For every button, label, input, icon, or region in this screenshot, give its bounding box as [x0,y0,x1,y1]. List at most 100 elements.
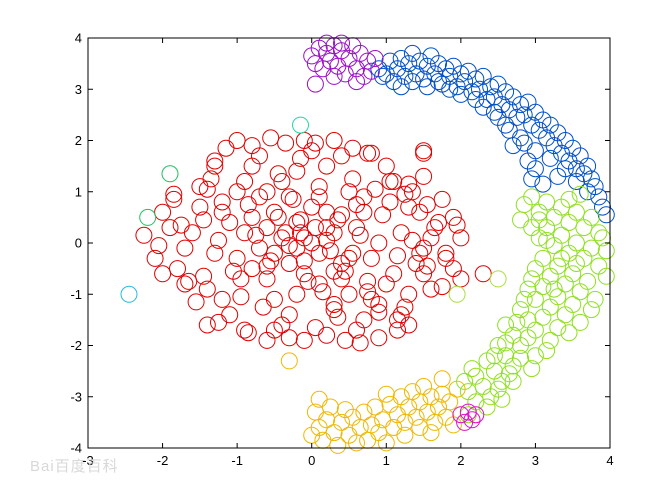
data-point [176,275,194,293]
data-point [165,185,183,203]
data-point [422,280,440,298]
data-point [120,285,138,303]
data-point [582,239,600,257]
data-point [325,262,343,280]
data-point [280,306,298,324]
data-point [571,185,589,203]
data-point [579,157,597,175]
data-point [318,231,336,249]
data-point [541,331,559,349]
data-point [560,324,578,342]
data-point [567,234,585,252]
data-point [277,134,295,152]
data-point [288,285,306,303]
y-tick-label: 4 [75,31,82,46]
data-point [448,285,466,303]
data-point [377,434,395,452]
data-point [366,398,384,416]
data-point [534,308,552,326]
data-point [176,239,194,257]
data-point [489,108,507,126]
data-point [463,83,481,101]
data-point [553,249,570,267]
data-point [579,183,597,201]
data-point [385,173,403,190]
data-point [299,272,317,290]
data-point [389,311,406,329]
data-point [370,296,388,313]
y-tick-label: 1 [75,184,82,199]
data-point [523,270,541,288]
data-point [139,208,157,226]
data-point [243,157,261,175]
data-point [549,257,567,275]
x-tick-label: -1 [231,453,243,468]
data-point [172,216,190,234]
data-points [120,34,615,454]
data-point [482,78,500,96]
data-point [187,293,205,311]
data-point [374,67,392,85]
data-point [198,280,216,298]
data-point [582,170,600,188]
data-point [534,175,552,193]
data-point [526,160,544,178]
data-point [258,257,276,275]
data-point [437,249,455,267]
data-point [485,103,503,121]
data-point [590,224,608,242]
data-point [463,360,481,378]
data-point [202,170,220,188]
data-point [549,319,567,337]
data-point [228,132,246,149]
data-point [467,91,485,108]
data-point [165,190,183,208]
data-point [198,316,216,334]
data-point [333,34,350,52]
data-point [265,244,283,262]
data-point [474,265,492,283]
data-point [325,296,343,313]
data-point [400,285,418,303]
data-point [277,224,295,242]
data-point [295,331,313,349]
y-tick-label: 3 [75,82,82,97]
data-point [280,352,298,370]
data-point [333,206,350,224]
data-point [135,226,153,244]
data-point [430,73,447,91]
data-point [247,226,265,244]
data-point [213,193,231,211]
data-point [228,249,246,267]
data-point [329,436,347,454]
data-point [318,34,336,52]
data-point [396,298,414,316]
data-point [333,413,350,431]
data-point [292,116,309,134]
data-point [262,129,280,147]
data-point [452,229,470,247]
data-point [556,160,574,178]
data-point [329,211,347,229]
data-point [284,190,302,208]
data-point [515,290,533,308]
data-point [366,180,384,198]
data-point [504,372,522,390]
data-point [169,260,186,278]
data-point [310,275,328,293]
data-point [362,249,380,267]
data-point [265,203,283,221]
data-point [403,183,421,201]
data-point [418,78,436,96]
data-point [295,252,313,270]
data-point [463,411,481,429]
data-point [359,52,377,70]
data-point [430,214,447,231]
data-point [415,70,433,88]
data-point [415,265,433,283]
data-point [154,203,172,221]
data-point [243,137,261,155]
data-point [452,85,470,103]
data-point [523,188,541,206]
